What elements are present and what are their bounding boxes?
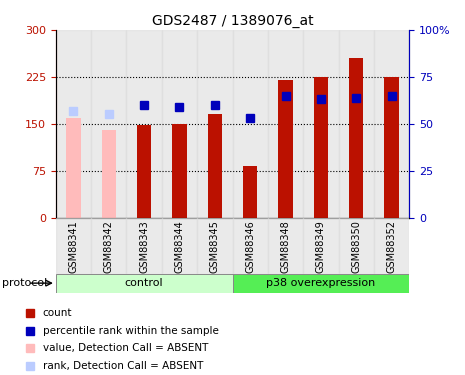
Bar <box>208 114 222 218</box>
Bar <box>126 217 162 274</box>
Bar <box>279 80 292 218</box>
Bar <box>197 217 232 274</box>
Bar <box>339 217 374 274</box>
Text: GSM88345: GSM88345 <box>210 220 220 273</box>
Bar <box>126 30 162 217</box>
Text: GSM88346: GSM88346 <box>245 220 255 273</box>
Bar <box>268 217 303 274</box>
Bar <box>232 30 268 217</box>
Bar <box>374 30 409 217</box>
Bar <box>232 274 409 292</box>
Text: percentile rank within the sample: percentile rank within the sample <box>42 326 219 336</box>
Text: count: count <box>42 308 72 318</box>
Text: GSM88343: GSM88343 <box>139 220 149 273</box>
Bar <box>102 130 116 218</box>
Text: rank, Detection Call = ABSENT: rank, Detection Call = ABSENT <box>42 361 203 371</box>
Text: value, Detection Call = ABSENT: value, Detection Call = ABSENT <box>42 344 208 354</box>
Bar <box>162 217 197 274</box>
Bar <box>374 217 409 274</box>
Text: p38 overexpression: p38 overexpression <box>266 278 375 288</box>
Bar <box>56 30 91 217</box>
Bar <box>232 217 268 274</box>
Bar <box>314 77 328 218</box>
Bar <box>162 30 197 217</box>
Text: GSM88348: GSM88348 <box>280 220 291 273</box>
Bar <box>66 117 80 218</box>
Bar <box>91 30 126 217</box>
Text: GSM88349: GSM88349 <box>316 220 326 273</box>
Bar <box>303 30 339 217</box>
Text: GSM88342: GSM88342 <box>104 220 114 273</box>
Text: GSM88350: GSM88350 <box>351 220 361 273</box>
Bar <box>349 58 363 217</box>
Bar <box>268 30 303 217</box>
Bar <box>137 125 151 217</box>
Bar <box>91 217 126 274</box>
Bar <box>303 217 339 274</box>
Text: protocol: protocol <box>2 278 47 288</box>
Text: GSM88352: GSM88352 <box>386 220 397 273</box>
Bar <box>173 124 186 218</box>
Bar <box>339 30 374 217</box>
Title: GDS2487 / 1389076_at: GDS2487 / 1389076_at <box>152 13 313 28</box>
Text: GSM88341: GSM88341 <box>68 220 79 273</box>
Bar <box>56 274 232 292</box>
Text: GSM88344: GSM88344 <box>174 220 185 273</box>
Bar <box>385 77 399 218</box>
Text: control: control <box>125 278 164 288</box>
Bar <box>56 217 91 274</box>
Bar <box>197 30 232 217</box>
Bar <box>243 166 257 218</box>
